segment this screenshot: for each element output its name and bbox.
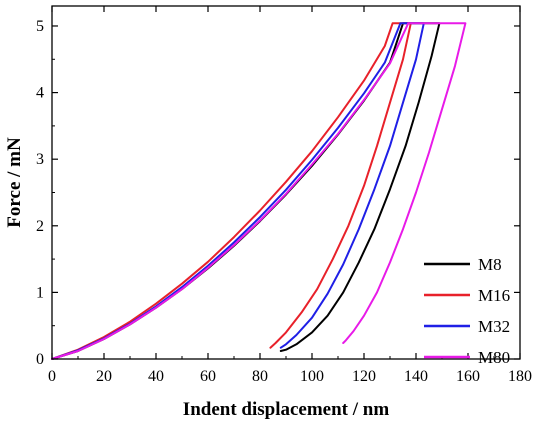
- series-line-m80: [51, 22, 467, 360]
- y-tick-label: 0: [36, 351, 44, 368]
- legend-label-m80: M80: [478, 348, 510, 367]
- legend-label-m8: M8: [478, 255, 502, 274]
- x-tick-label: 160: [456, 368, 480, 385]
- x-tick-label: 0: [48, 368, 56, 385]
- series-line-m32: [51, 22, 425, 360]
- y-tick-label: 4: [36, 85, 44, 102]
- x-tick-label: 100: [300, 368, 324, 385]
- x-tick-label: 80: [252, 368, 268, 385]
- y-tick-label: 3: [36, 151, 44, 168]
- x-tick-label: 60: [200, 368, 216, 385]
- ticks-layer: 0 20 40 60 80 100 120 140 160 180 0 1 2 3 4 5: [36, 6, 532, 385]
- x-tick-label: 120: [352, 368, 376, 385]
- x-tick-label: 180: [508, 368, 532, 385]
- series-line-m16: [51, 22, 412, 360]
- legend-label-m32: M32: [478, 317, 510, 336]
- legend: M8 M16 M32 M80: [424, 255, 510, 367]
- series-layer: [51, 22, 467, 360]
- x-tick-label: 20: [96, 368, 112, 385]
- legend-label-m16: M16: [478, 286, 510, 305]
- x-axis-title: Indent displacement / nm: [183, 399, 390, 420]
- y-tick-label: 2: [36, 218, 44, 235]
- y-tick-label: 5: [36, 18, 44, 35]
- y-tick-label: 1: [36, 284, 44, 301]
- y-axis-title: Force / mN: [4, 137, 25, 228]
- series-line-m8: [51, 22, 441, 360]
- x-tick-label: 140: [404, 368, 428, 385]
- x-tick-label: 40: [148, 368, 164, 385]
